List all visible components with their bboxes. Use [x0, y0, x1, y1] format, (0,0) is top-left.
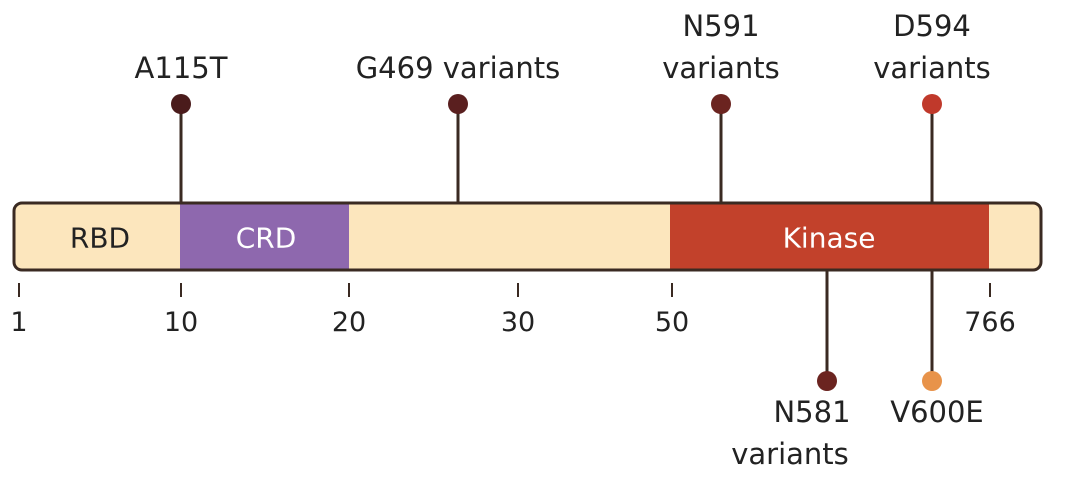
position-axis: 1 10 20 30 50 766 — [10, 283, 1016, 338]
domain-label-crd: CRD — [236, 222, 297, 255]
lollipop-head-g469 — [448, 94, 468, 114]
domain-linker — [349, 203, 670, 270]
mutation-label-g469: G469 variants — [356, 51, 561, 85]
mutation-label-a115t: A115T — [135, 51, 228, 85]
domain-crd — [180, 203, 349, 270]
protein-bar-outline — [12, 201, 1043, 272]
domain-rbd — [14, 203, 180, 270]
mutation-label-n591-line2: variants — [662, 51, 780, 85]
tick-label-10: 10 — [164, 307, 198, 338]
mutation-g469: G469 variants — [356, 51, 561, 203]
bottom-mutations: N581 variants V600E — [731, 270, 984, 471]
mutation-n581: N581 variants — [731, 270, 851, 471]
tick-label-20: 20 — [332, 307, 366, 338]
lollipop-head-n591 — [711, 94, 731, 114]
mutation-label-n581-line1: N581 — [773, 395, 850, 429]
tick-label-30: 30 — [501, 307, 535, 338]
domain-kinase — [670, 203, 989, 270]
domain-c-terminal — [989, 203, 1041, 270]
lollipop-head-n581 — [817, 371, 837, 391]
tick-label-766: 766 — [964, 307, 1016, 338]
mutation-n591: N591 variants — [662, 9, 780, 203]
mutation-label-v600e: V600E — [890, 395, 984, 429]
mutation-label-n591-line1: N591 — [682, 9, 759, 43]
domain-label-kinase: Kinase — [783, 222, 876, 255]
mutation-label-n581-line2: variants — [731, 437, 849, 471]
mutation-label-d594-line1: D594 — [893, 9, 971, 43]
domain-label-rbd: RBD — [70, 222, 130, 255]
mutation-v600e: V600E — [890, 270, 984, 429]
lollipop-head-a115t — [171, 94, 191, 114]
mutation-d594: D594 variants — [873, 9, 991, 203]
mutation-a115t: A115T — [135, 51, 228, 203]
tick-label-50: 50 — [655, 307, 689, 338]
mutation-label-d594-line2: variants — [873, 51, 991, 85]
lollipop-head-v600e — [922, 371, 942, 391]
protein-bar: RBD CRD Kinase — [12, 201, 1043, 272]
lollipop-head-d594 — [922, 94, 942, 114]
tick-label-1: 1 — [10, 307, 27, 338]
top-mutations: A115T G469 variants N591 variants D594 v… — [135, 9, 991, 203]
